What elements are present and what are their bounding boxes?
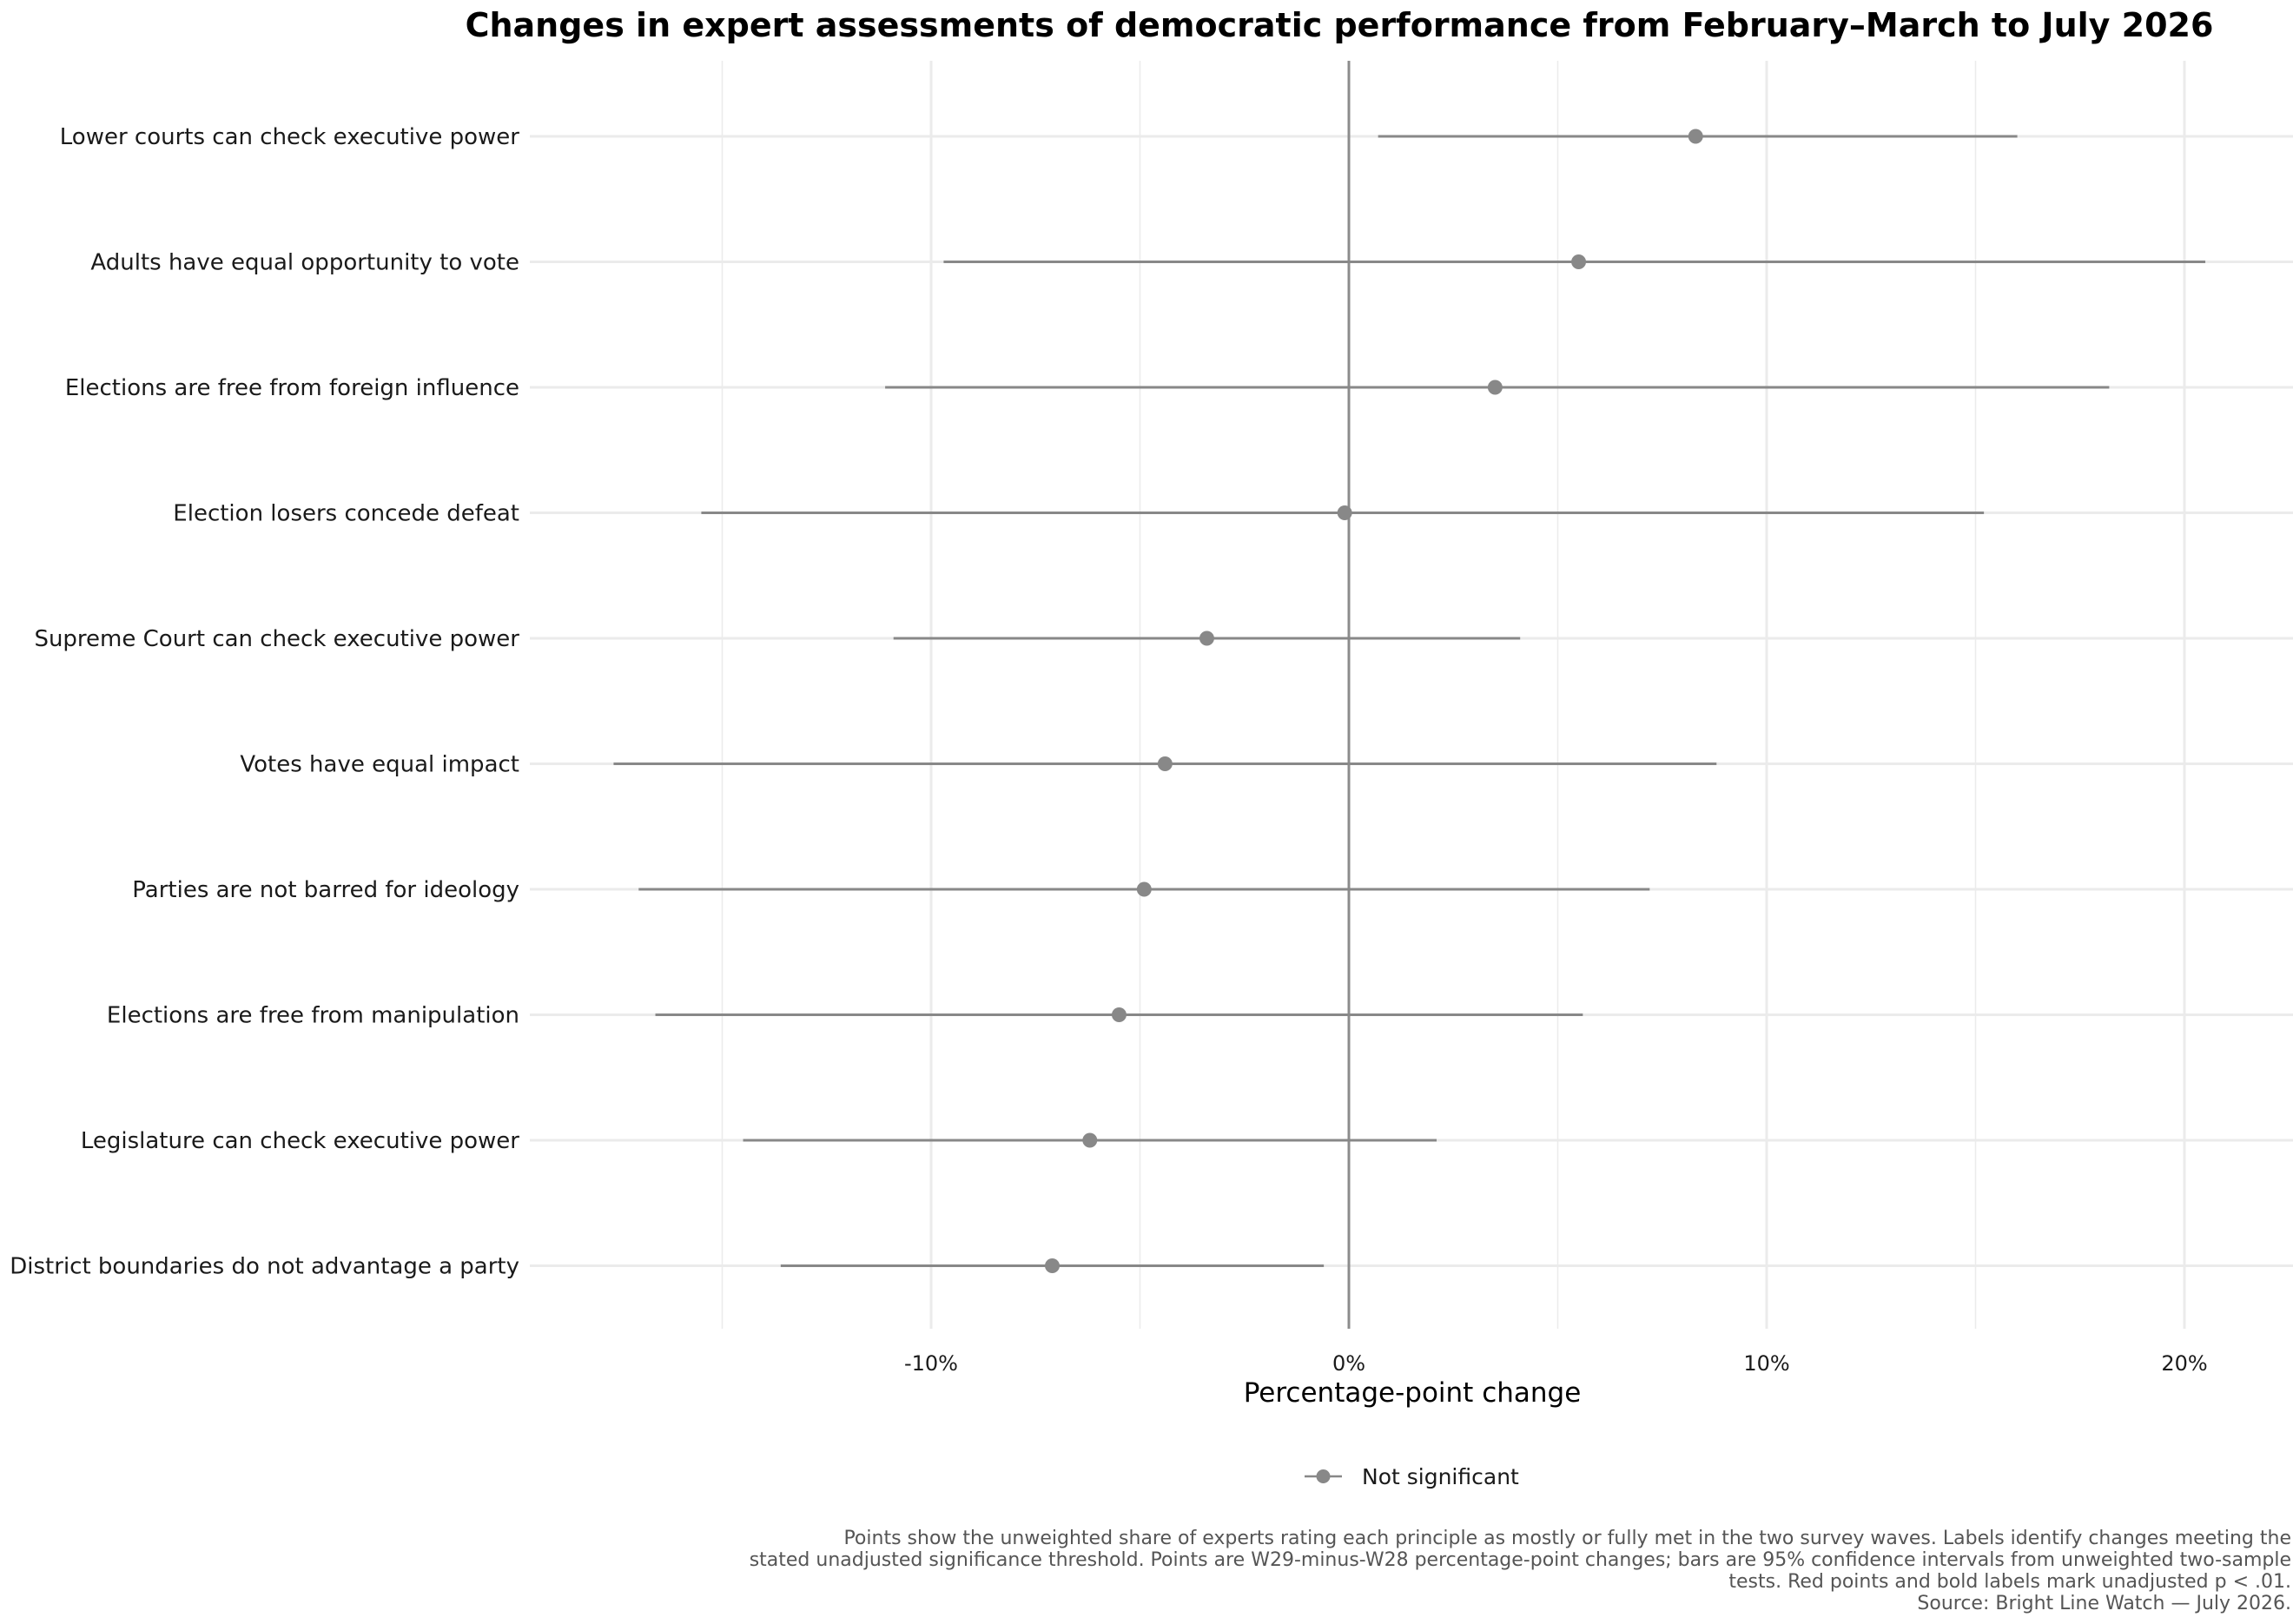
data-point (1199, 630, 1214, 646)
caption-line: Source: Bright Line Watch — July 2026. (1917, 1593, 2291, 1614)
y-axis-label: Legislature can check executive power (81, 1128, 519, 1154)
caption-line: stated unadjusted significance threshold… (750, 1549, 2291, 1571)
grid-layer (530, 61, 2293, 1329)
x-tick-label: -10% (904, 1351, 958, 1376)
data-point (1157, 756, 1173, 771)
legend: Not significant (1305, 1464, 1519, 1489)
y-axis-label: Lower courts can check executive power (60, 124, 520, 150)
y-axis-label: Adults have equal opportunity to vote (90, 250, 519, 276)
legend-point (1316, 1469, 1331, 1483)
data-point (1571, 254, 1587, 269)
legend-label: Not significant (1362, 1464, 1519, 1489)
data-point (1044, 1258, 1060, 1273)
caption-line: Points show the unweighted share of expe… (843, 1528, 2291, 1549)
chart-title: Changes in expert assessments of democra… (466, 6, 2214, 44)
y-axis-label: Elections are free from manipulation (107, 1003, 519, 1029)
x-axis-ticks: -10% 0% 10% 20% (904, 1351, 2208, 1376)
data-point (1136, 881, 1152, 897)
x-tick-label: 10% (1743, 1351, 1789, 1376)
x-tick-label: 20% (2161, 1351, 2207, 1376)
data-point (1082, 1132, 1098, 1148)
x-tick-label: 0% (1332, 1351, 1365, 1376)
y-axis-label: Elections are free from foreign influenc… (65, 375, 519, 401)
y-axis-labels: Lower courts can check executive power Ad… (10, 124, 519, 1280)
data-point (1688, 129, 1703, 144)
y-axis-label: Votes have equal impact (240, 752, 519, 778)
y-axis-label: Supreme Court can check executive power (34, 626, 519, 652)
x-axis-title: Percentage-point change (1244, 1377, 1582, 1409)
y-axis-label: Election losers concede defeat (173, 501, 519, 527)
data-point (1487, 380, 1503, 395)
y-axis-label: Parties are not barred for ideology (132, 877, 519, 903)
caption: Points show the unweighted share of expe… (750, 1528, 2291, 1614)
data-layer (613, 129, 2206, 1273)
caption-line: tests. Red points and bold labels mark u… (1728, 1571, 2291, 1593)
data-point (1337, 505, 1352, 520)
data-point (1111, 1007, 1127, 1022)
y-axis-label: District boundaries do not advantage a p… (10, 1254, 519, 1280)
